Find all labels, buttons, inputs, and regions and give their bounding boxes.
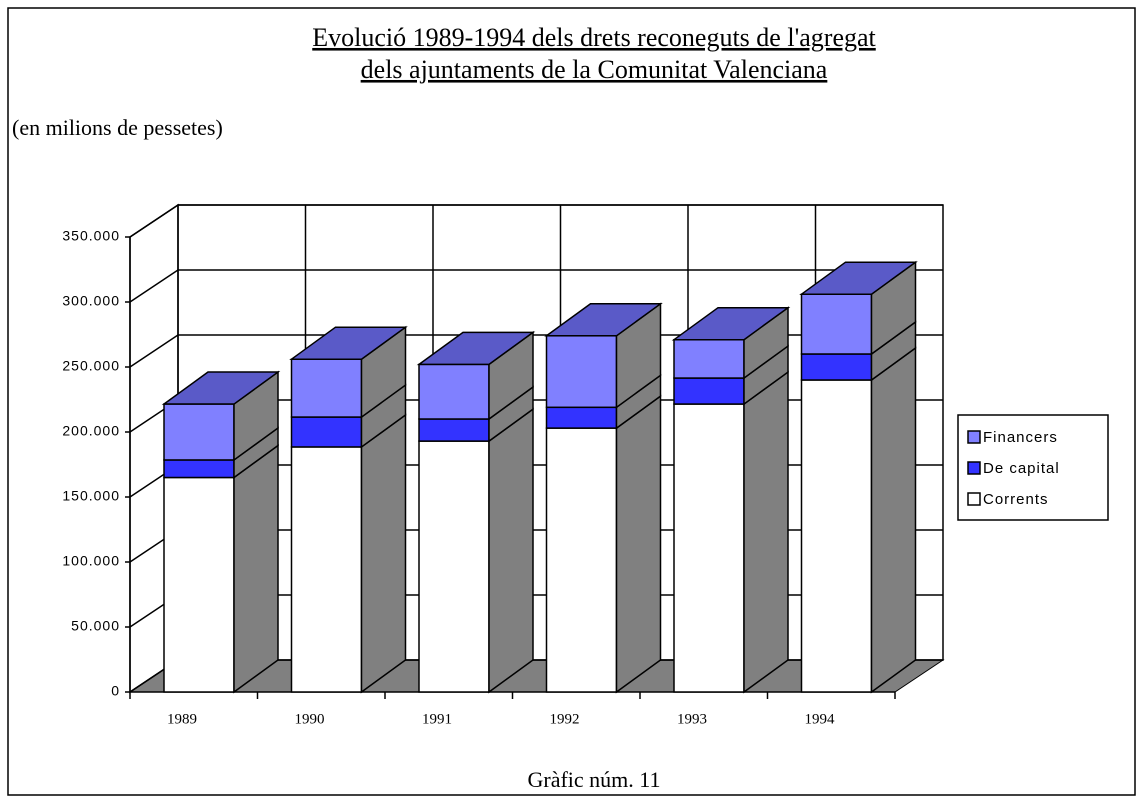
y-tick-label: 100.000 [62,553,120,569]
bar [673,338,745,379]
bar [545,335,618,409]
bar [545,427,618,693]
y-tick-label: 0 [111,683,120,699]
bar [545,406,618,429]
bar-side [233,444,279,694]
legend-swatch [967,430,981,444]
bar [418,440,490,693]
y-tick-label: 50.000 [71,618,120,634]
chart-title: dels ajuntaments de la Comunitat Valenci… [361,55,828,84]
bar-top [671,306,791,341]
bar [418,363,490,420]
caption: Gràfic núm. 11 [528,767,661,792]
y-tick-label: 250.000 [62,358,120,374]
bar [673,403,745,693]
x-tick-label: 1991 [422,711,452,727]
bar [290,446,363,693]
bar [163,476,235,693]
bar-top [416,331,536,366]
bar-side [870,346,917,694]
bar-top [161,371,281,405]
bar [290,358,363,418]
y-tick-label: 150.000 [62,488,120,504]
bar-top [544,303,663,337]
legend-swatch [967,461,981,475]
bar-side [488,407,534,694]
x-tick-label: 1994 [805,711,836,727]
y-tick-label: 200.000 [62,423,120,439]
bar [290,416,363,448]
legend-label: Financers [983,429,1058,446]
legend [957,414,1109,521]
bar [163,403,235,461]
bar [800,379,873,693]
bar-top [799,261,918,295]
legend-label: De capital [983,460,1060,477]
chart-title: Evolució 1989-1994 dels drets reconeguts… [312,23,876,52]
bar [418,418,490,442]
grid-line [129,204,943,238]
x-tick-label: 1992 [550,711,580,727]
bar [163,459,235,479]
bar-side [360,413,407,694]
bar [800,293,873,355]
chart-subtitle: (en milions de pessetes) [12,115,223,140]
x-tick-label: 1990 [295,711,325,727]
legend-label: Corrents [983,491,1049,508]
x-tick-label: 1993 [677,711,707,727]
bar-side [743,370,789,694]
grid-line [129,269,943,303]
y-tick-label: 350.000 [62,228,120,244]
bar-side [615,394,662,694]
bar [673,377,745,405]
y-tick-label: 300.000 [62,293,120,309]
x-tick-label: 1989 [167,711,197,727]
bar-top [289,326,408,360]
bar [800,353,873,381]
legend-swatch [967,492,981,506]
